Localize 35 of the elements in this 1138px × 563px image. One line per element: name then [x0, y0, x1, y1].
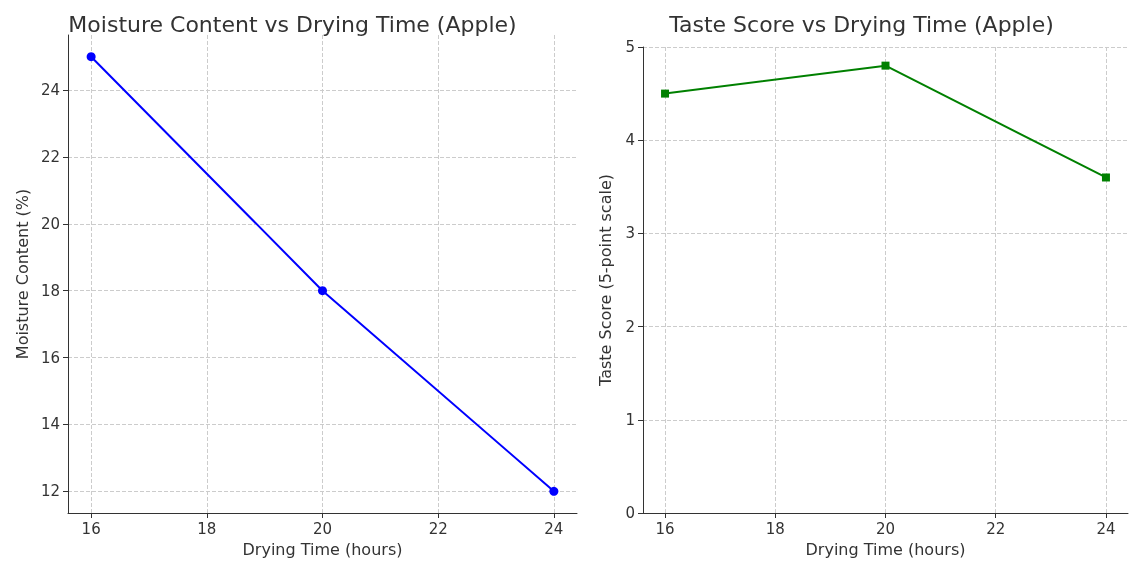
y-tick-label: 2	[625, 317, 635, 336]
y-tick-label: 24	[40, 81, 60, 100]
y-tick-label: 18	[40, 281, 60, 300]
x-tick-label: 22	[428, 519, 448, 538]
x-tick-label: 16	[81, 519, 101, 538]
y-tick-label: 20	[40, 214, 60, 233]
point	[549, 486, 559, 496]
y-tick-label: 3	[625, 224, 635, 243]
y-axis-title: Taste Score (5-point scale)	[595, 174, 615, 387]
x-axis-title: Drying Time (hours)	[242, 539, 403, 559]
x-tick-label: 20	[875, 519, 896, 538]
x-tick-label: 16	[655, 519, 675, 538]
point	[1101, 173, 1110, 182]
y-tick-label: 4	[625, 131, 635, 150]
point	[86, 52, 96, 62]
y-tick-label: 0	[625, 504, 635, 522]
x-tick-label: 20	[312, 519, 333, 538]
y-tick-label: 1	[625, 410, 635, 429]
y-axis-title: Moisture Content (%)	[12, 188, 32, 360]
y-tick-label: 16	[40, 348, 60, 367]
y-tick-label: 14	[40, 415, 60, 434]
chart-title: Moisture Content vs Drying Time (Apple)	[68, 11, 517, 37]
point	[318, 286, 327, 296]
chart-title: Taste Score vs Drying Time (Apple)	[668, 11, 1054, 37]
x-tick-label: 24	[544, 519, 564, 538]
x-tick-label: 18	[197, 519, 217, 538]
point	[881, 61, 890, 70]
x-tick-label: 18	[765, 519, 785, 538]
x-tick-label: 22	[986, 519, 1006, 538]
x-axis-title: Drying Time (hours)	[805, 539, 966, 559]
y-tick-label: 5	[625, 38, 635, 56]
y-tick-label: 12	[40, 482, 60, 501]
x-tick-label: 24	[1096, 519, 1116, 538]
y-tick-label: 22	[40, 148, 60, 167]
point	[661, 89, 670, 98]
